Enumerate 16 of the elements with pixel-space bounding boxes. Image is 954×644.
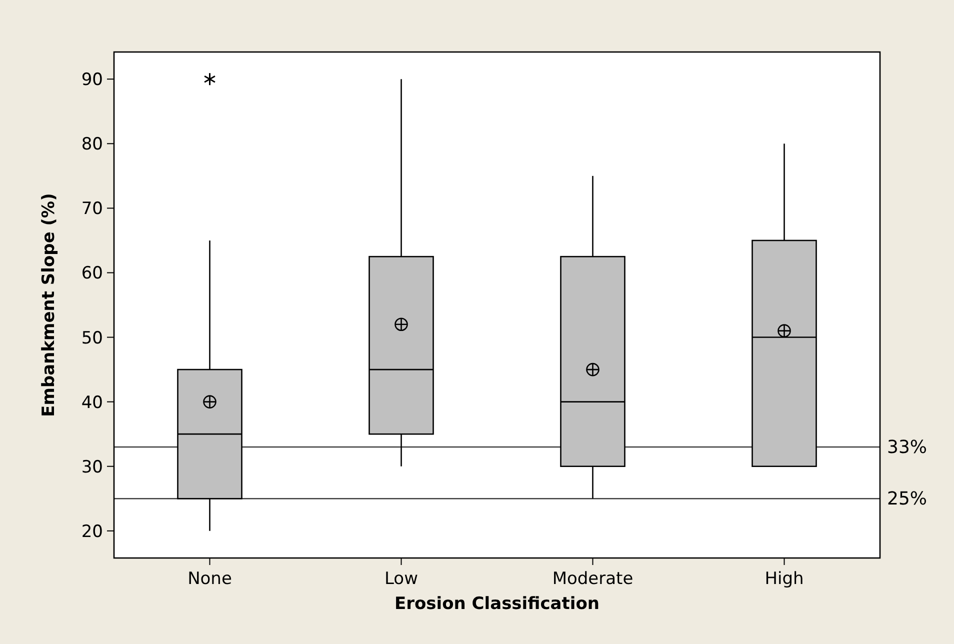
x-tick-label: High [764, 569, 804, 589]
ref-line-label: 33% [887, 436, 928, 458]
y-tick-label: 70 [81, 199, 103, 220]
y-tick-label: 50 [81, 328, 103, 348]
y-tick-label: 30 [81, 457, 103, 478]
y-axis-title: Embankment Slope (%) [39, 193, 59, 417]
y-tick-label: 80 [81, 134, 103, 155]
x-axis-title: Erosion Classification [394, 594, 600, 614]
x-tick-label: Moderate [552, 569, 634, 589]
y-tick-label: 90 [81, 70, 103, 90]
x-tick-label: Low [384, 569, 418, 589]
y-tick-label: 40 [81, 392, 103, 413]
y-tick-label: 20 [81, 522, 103, 542]
ref-line-label: 25% [887, 488, 928, 510]
x-tick-label: None [188, 569, 232, 589]
y-tick-label: 60 [81, 264, 103, 284]
